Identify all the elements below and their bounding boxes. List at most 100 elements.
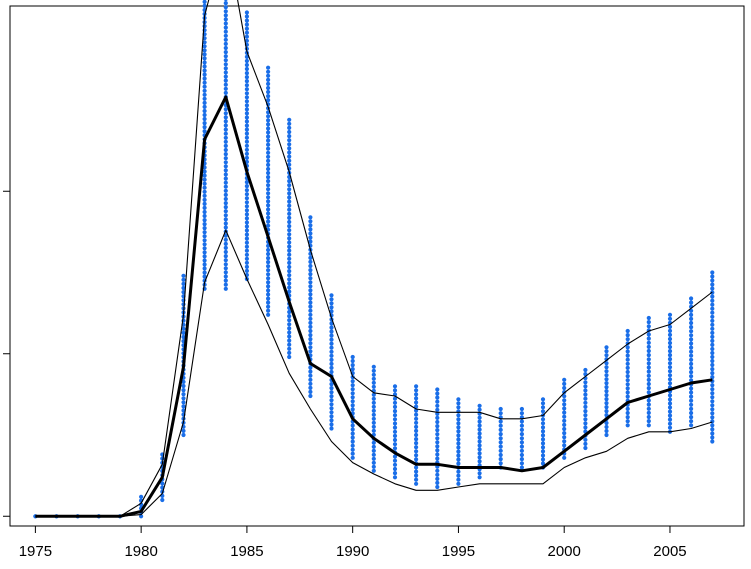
sample-point	[202, 48, 207, 53]
sample-point	[244, 95, 249, 100]
sample-point	[329, 349, 334, 354]
sample-point	[414, 437, 419, 442]
sample-point	[244, 151, 249, 156]
sample-point	[477, 443, 482, 448]
sample-point	[202, 246, 207, 251]
sample-point	[498, 406, 503, 412]
sample-point	[266, 187, 271, 192]
sample-point	[435, 448, 440, 453]
sample-point	[689, 349, 694, 354]
sample-point	[308, 219, 313, 224]
sample-point	[583, 413, 588, 418]
sample-point	[202, 169, 207, 174]
sample-point	[604, 357, 609, 362]
sample-point	[689, 353, 694, 358]
sample-point	[223, 58, 228, 63]
sample-point	[181, 330, 186, 335]
sample-point	[625, 390, 630, 395]
sample-point	[371, 444, 376, 449]
sample-point	[266, 211, 271, 216]
sample-point	[414, 477, 419, 482]
sample-point	[223, 217, 228, 222]
sample-point	[646, 423, 651, 428]
sample-point	[414, 465, 419, 470]
sample-point	[308, 312, 313, 317]
sample-point	[202, 213, 207, 219]
sample-point	[456, 437, 461, 442]
sample-point	[667, 316, 673, 321]
sample-point	[287, 330, 292, 335]
sample-point	[308, 328, 313, 334]
sample-point	[392, 421, 398, 426]
x-tick-label: 1980	[124, 543, 157, 560]
sample-point	[266, 272, 271, 277]
sample-point	[329, 382, 334, 387]
sample-point	[689, 390, 694, 395]
sample-point	[223, 33, 228, 38]
sample-point	[350, 387, 355, 392]
sample-point	[646, 410, 651, 415]
sample-point	[223, 213, 228, 218]
sample-point	[604, 369, 609, 374]
sample-point	[392, 409, 398, 414]
sample-point	[329, 361, 334, 366]
sample-point	[308, 365, 313, 370]
sample-point	[350, 407, 355, 412]
sample-point	[223, 1, 228, 6]
sample-point	[181, 326, 186, 331]
sample-point	[667, 361, 673, 366]
sample-point	[562, 398, 567, 403]
sample-point	[266, 203, 271, 208]
sample-point	[287, 199, 292, 204]
sample-point	[202, 197, 207, 202]
sample-point	[625, 394, 630, 399]
sample-point	[667, 421, 673, 426]
sample-point	[371, 376, 376, 381]
sample-point	[646, 398, 651, 403]
sample-point	[266, 146, 271, 151]
sample-point	[287, 203, 292, 208]
sample-point	[392, 454, 398, 459]
sample-point	[689, 337, 694, 342]
sample-point	[223, 184, 228, 189]
sample-point	[710, 411, 715, 416]
sample-point	[287, 129, 292, 135]
sample-point	[350, 383, 355, 388]
sample-point	[244, 83, 249, 88]
sample-point	[710, 298, 715, 303]
sample-point	[498, 440, 503, 445]
sample-point	[287, 354, 292, 360]
sample-point	[266, 280, 271, 285]
sample-point	[604, 397, 609, 402]
sample-point	[540, 405, 546, 410]
sample-point	[181, 400, 186, 405]
sample-point	[625, 345, 630, 350]
sample-point	[392, 475, 398, 480]
sample-point	[329, 345, 334, 350]
sample-point	[266, 122, 271, 127]
sample-point	[223, 0, 228, 2]
sample-point	[223, 37, 228, 42]
sample-point	[710, 427, 715, 432]
sample-point	[329, 394, 334, 399]
sample-point	[562, 418, 567, 423]
sample-point	[266, 276, 271, 281]
sample-point	[202, 40, 207, 45]
sample-point	[519, 406, 525, 412]
sample-point	[287, 232, 292, 237]
sample-point	[414, 388, 419, 393]
sample-point	[646, 386, 651, 391]
sample-point	[604, 432, 609, 438]
sample-point	[519, 448, 525, 453]
sample-point	[667, 340, 673, 346]
sample-point	[287, 142, 292, 147]
sample-point	[667, 413, 673, 418]
sample-point	[223, 176, 228, 181]
sample-point	[604, 381, 609, 386]
sample-point	[329, 410, 334, 415]
sample-point	[266, 130, 271, 135]
sample-point	[392, 446, 398, 451]
sample-point	[414, 473, 419, 478]
sample-point	[477, 415, 482, 420]
sample-point	[329, 398, 334, 403]
